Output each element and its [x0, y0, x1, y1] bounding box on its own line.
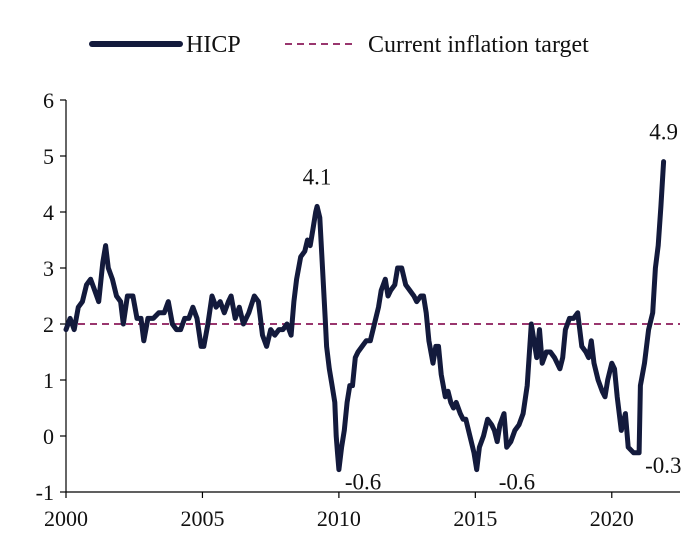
x-tick-label: 2010	[317, 506, 361, 531]
y-tick-label: 5	[43, 144, 54, 169]
legend-label-target: Current inflation target	[368, 32, 589, 58]
axes	[65, 100, 680, 493]
data-label: -0.6	[499, 470, 535, 495]
y-tick-label: 3	[43, 256, 54, 281]
y-tick-label: 6	[43, 88, 54, 113]
x-tick-label: 2015	[453, 506, 497, 531]
x-ticks: 2000 2005 2010 2015 2020	[44, 492, 634, 531]
series-line-hicp	[63, 159, 667, 473]
legend-label-hicp: HICP	[186, 32, 241, 58]
legend: HICP Current inflation target	[89, 32, 589, 58]
x-tick-label: 2005	[180, 506, 224, 531]
x-tick-label: 2020	[590, 506, 634, 531]
data-label: -0.3	[645, 453, 681, 478]
y-tick-label: 0	[43, 424, 54, 449]
data-label: 4.9	[649, 120, 678, 145]
y-ticks: -1 0 1 2 3 4 5 6	[36, 88, 66, 505]
data-label: -0.6	[345, 470, 381, 495]
data-labels: 4.1 -0.6 -0.6 -0.3 4.9	[303, 120, 682, 495]
y-tick-label: 4	[43, 200, 54, 225]
x-tick-label: 2000	[44, 506, 88, 531]
plot-lines	[63, 159, 680, 473]
y-tick-label: 2	[43, 312, 54, 337]
y-tick-label: 1	[43, 368, 54, 393]
data-label: 4.1	[303, 164, 332, 189]
y-tick-label: -1	[36, 480, 54, 505]
